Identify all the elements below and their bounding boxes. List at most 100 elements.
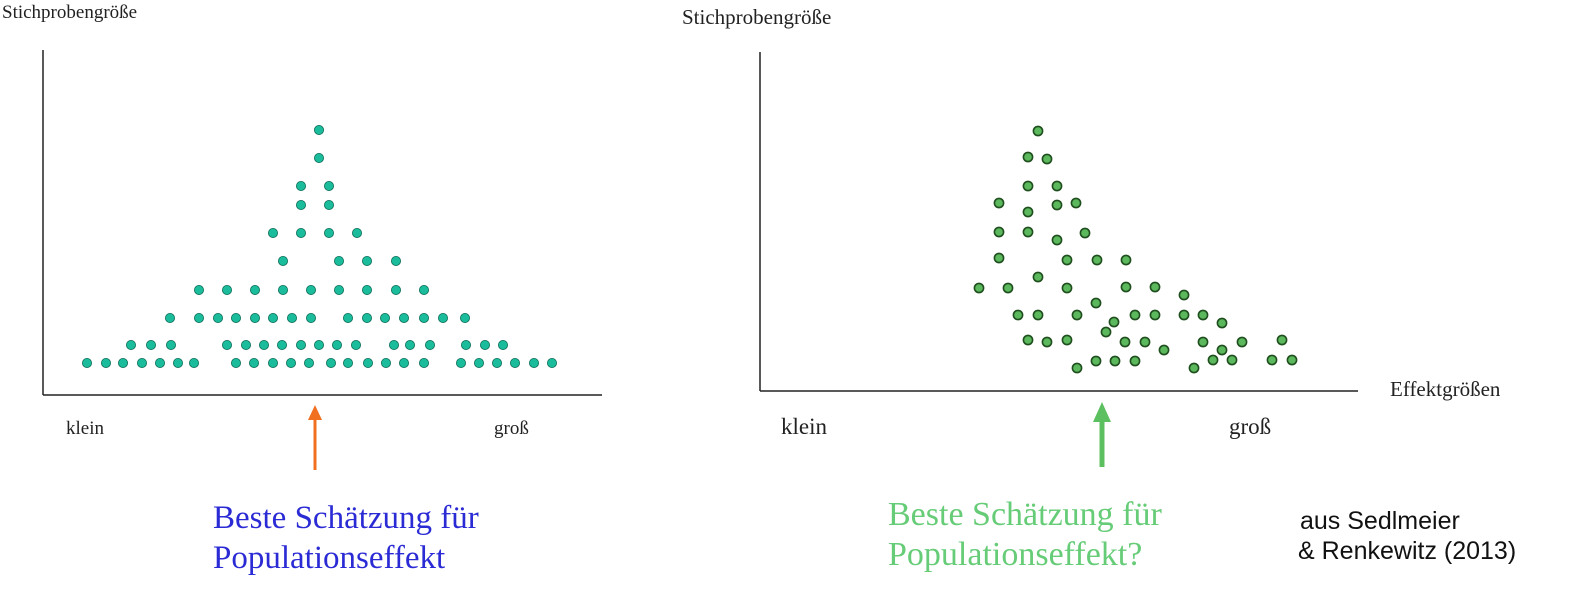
left-dot bbox=[164, 312, 175, 323]
left-dot bbox=[267, 227, 278, 238]
right-dot bbox=[1149, 309, 1161, 321]
left-dot bbox=[333, 255, 344, 266]
left-dot bbox=[418, 357, 429, 368]
left-dot bbox=[323, 180, 334, 191]
left-dot bbox=[361, 284, 372, 295]
right-dot bbox=[1090, 355, 1102, 367]
left-ylabel: Stichprobengröße bbox=[2, 2, 138, 23]
left-dot bbox=[424, 339, 435, 350]
left-dot bbox=[126, 339, 137, 350]
right-dot bbox=[1071, 309, 1083, 321]
right-dot bbox=[1129, 355, 1141, 367]
right-dot bbox=[1091, 254, 1103, 266]
right-dot bbox=[1051, 234, 1063, 246]
left-dot bbox=[361, 255, 372, 266]
right-dot bbox=[1022, 226, 1034, 238]
left-dot bbox=[351, 227, 362, 238]
left-dot bbox=[342, 357, 353, 368]
right-dot bbox=[1002, 282, 1014, 294]
right-tick-klein: klein bbox=[781, 414, 827, 439]
left-dot bbox=[380, 357, 391, 368]
right-dot bbox=[1226, 354, 1238, 366]
right-xlabel: Effektgrößen bbox=[1390, 377, 1501, 401]
left-dot bbox=[418, 312, 429, 323]
left-dot bbox=[379, 312, 390, 323]
left-dot bbox=[165, 339, 176, 350]
left-dot bbox=[295, 199, 306, 210]
left-dot bbox=[333, 284, 344, 295]
right-dot bbox=[1178, 309, 1190, 321]
left-dot bbox=[350, 339, 361, 350]
right-dot bbox=[1012, 309, 1024, 321]
right-dot bbox=[1158, 344, 1170, 356]
left-dot bbox=[221, 339, 232, 350]
left-dot bbox=[509, 357, 520, 368]
left-dot bbox=[305, 284, 316, 295]
right-caption-line1: Beste Schätzung für bbox=[888, 496, 1162, 533]
right-dot bbox=[1120, 254, 1132, 266]
left-dot bbox=[404, 339, 415, 350]
left-dot bbox=[248, 357, 259, 368]
right-arrow bbox=[1093, 402, 1111, 467]
left-caption-line1: Beste Schätzung für bbox=[213, 500, 479, 536]
right-dot bbox=[993, 197, 1005, 209]
left-dot bbox=[230, 312, 241, 323]
left-dot bbox=[398, 312, 409, 323]
left-dot bbox=[295, 339, 306, 350]
left-dot bbox=[285, 357, 296, 368]
right-dot bbox=[1149, 281, 1161, 293]
right-dot bbox=[1178, 289, 1190, 301]
right-dot bbox=[1276, 334, 1288, 346]
left-dot bbox=[295, 227, 306, 238]
left-dot bbox=[267, 312, 278, 323]
left-dot bbox=[230, 357, 241, 368]
right-dot bbox=[1022, 151, 1034, 163]
left-tick-klein: klein bbox=[66, 418, 104, 439]
left-dot bbox=[390, 284, 401, 295]
right-dot bbox=[1120, 281, 1132, 293]
right-dot bbox=[1108, 316, 1120, 328]
right-dot bbox=[1022, 206, 1034, 218]
left-dot bbox=[313, 152, 324, 163]
left-dot bbox=[258, 339, 269, 350]
right-dot bbox=[1109, 355, 1121, 367]
left-dot bbox=[497, 339, 508, 350]
right-dot bbox=[1090, 297, 1102, 309]
left-dot bbox=[388, 339, 399, 350]
left-dot bbox=[277, 255, 288, 266]
right-dot bbox=[1119, 336, 1131, 348]
left-dot bbox=[473, 357, 484, 368]
left-dot bbox=[277, 284, 288, 295]
left-dot bbox=[295, 180, 306, 191]
left-arrow bbox=[308, 405, 322, 470]
right-dot bbox=[1041, 153, 1053, 165]
right-dot bbox=[1071, 362, 1083, 374]
right-dot bbox=[1061, 282, 1073, 294]
right-dot bbox=[1236, 336, 1248, 348]
right-dot bbox=[1041, 336, 1053, 348]
right-dot bbox=[1216, 317, 1228, 329]
right-dot bbox=[993, 252, 1005, 264]
left-dot bbox=[460, 339, 471, 350]
left-tick-gross: groß bbox=[494, 418, 529, 439]
right-dot bbox=[1079, 227, 1091, 239]
left-dot bbox=[325, 357, 336, 368]
right-dot bbox=[1266, 354, 1278, 366]
left-dot bbox=[331, 339, 342, 350]
left-dot bbox=[136, 357, 147, 368]
left-dot bbox=[118, 357, 129, 368]
left-dot bbox=[390, 255, 401, 266]
right-dot bbox=[1051, 199, 1063, 211]
left-dot-cloud bbox=[82, 125, 558, 368]
left-dot bbox=[455, 357, 466, 368]
left-dot bbox=[154, 357, 165, 368]
left-dot bbox=[82, 357, 93, 368]
right-dot bbox=[1061, 334, 1073, 346]
right-dot bbox=[1032, 309, 1044, 321]
left-dot bbox=[547, 357, 558, 368]
right-dot bbox=[1207, 354, 1219, 366]
right-dot bbox=[1197, 336, 1209, 348]
right-ylabel: Stichprobengröße bbox=[682, 5, 832, 29]
right-dot bbox=[1032, 125, 1044, 137]
